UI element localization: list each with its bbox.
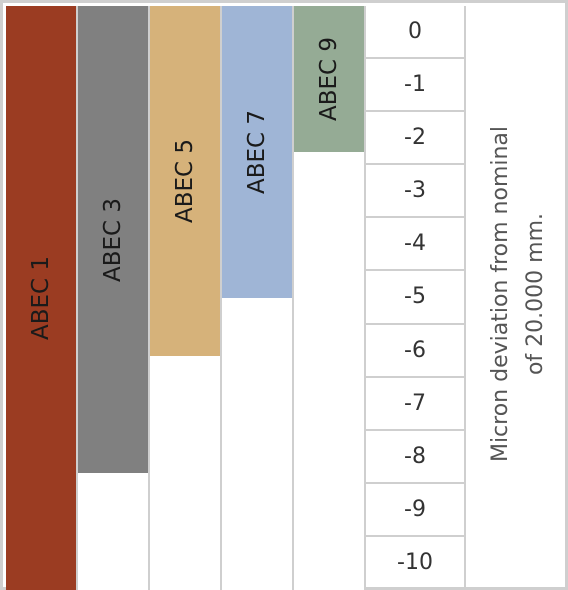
y-tick-label: -1 bbox=[366, 59, 466, 113]
y-tick-label: -8 bbox=[366, 430, 466, 484]
column-abec-9: ABEC 9 bbox=[294, 6, 366, 590]
bar-label-abec-3: ABEC 3 bbox=[100, 197, 126, 282]
y-tick-label: -2 bbox=[366, 112, 466, 166]
bar-label-abec-7: ABEC 7 bbox=[244, 109, 270, 195]
bar-abec-3: ABEC 3 bbox=[78, 6, 148, 473]
bar-abec-9: ABEC 9 bbox=[294, 6, 364, 152]
bar-abec-7: ABEC 7 bbox=[222, 6, 292, 298]
column-abec-3: ABEC 3 bbox=[78, 6, 150, 590]
y-axis-label: Micron deviation from nominal of 20.000 … bbox=[483, 126, 553, 462]
y-axis-label-line-2: of 20.000 mm. bbox=[523, 212, 548, 376]
y-tick-label: -6 bbox=[366, 324, 466, 378]
bar-label-abec-1: ABEC 1 bbox=[28, 255, 54, 341]
y-tick-label: -10 bbox=[366, 536, 466, 590]
column-abec-5: ABEC 5 bbox=[150, 6, 222, 590]
y-tick-label: 0 bbox=[366, 6, 466, 60]
y-tick-label: -9 bbox=[366, 483, 466, 537]
y-tick-label: -3 bbox=[366, 165, 466, 219]
y-tick-label: -7 bbox=[366, 377, 466, 431]
y-tick-label: -4 bbox=[366, 218, 466, 272]
bar-label-abec-9: ABEC 9 bbox=[316, 36, 342, 122]
y-axis-label-line-1: Micron deviation from nominal bbox=[488, 125, 513, 463]
column-abec-1: ABEC 1 bbox=[6, 6, 78, 590]
bar-abec-5: ABEC 5 bbox=[150, 6, 220, 356]
y-tick-label: -5 bbox=[366, 271, 466, 325]
bar-abec-1: ABEC 1 bbox=[6, 6, 76, 590]
bar-label-abec-5: ABEC 5 bbox=[172, 138, 198, 224]
column-abec-7: ABEC 7 bbox=[222, 6, 294, 590]
